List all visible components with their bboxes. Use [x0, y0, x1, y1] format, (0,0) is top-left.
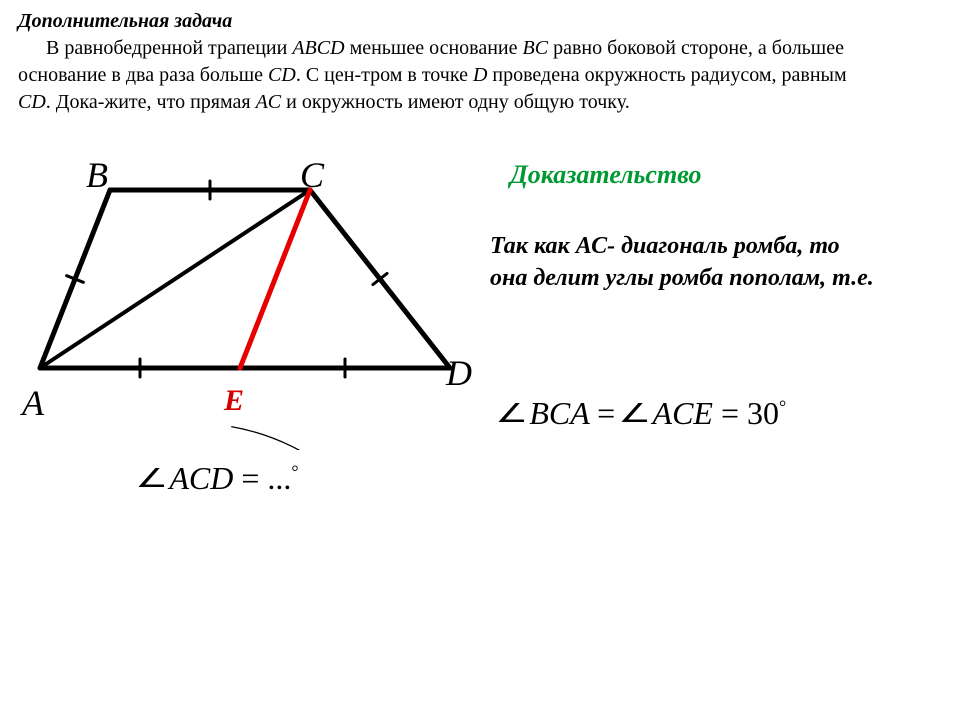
angle-icon: ∠ — [495, 398, 528, 429]
equation-acd: ∠ACD = ...° — [140, 460, 299, 497]
problem-title: Дополнительная задача — [18, 10, 232, 32]
vertex-label-C: C — [300, 154, 324, 196]
vertex-label-A: A — [22, 382, 44, 424]
equation-bca-ace: ∠BCA = ∠ACE = 30° — [500, 395, 786, 432]
proof-heading: Доказательство — [510, 160, 701, 190]
problem-statement: Дополнительная задача В равнобедренной т… — [18, 8, 878, 116]
geometry-svg — [10, 150, 490, 450]
vertex-label-B: B — [86, 154, 108, 196]
geometry-figure — [10, 150, 490, 450]
vertex-label-E: E — [224, 384, 244, 418]
angle-icon: ∠ — [135, 463, 168, 494]
angle-icon: ∠ — [619, 398, 652, 429]
vertex-label-D: D — [446, 352, 472, 394]
proof-body: Так как АС- диагональ ромба, тоона делит… — [490, 230, 940, 295]
problem-text: В равнобедренной трапеции ABCD меньшее о… — [18, 37, 847, 113]
